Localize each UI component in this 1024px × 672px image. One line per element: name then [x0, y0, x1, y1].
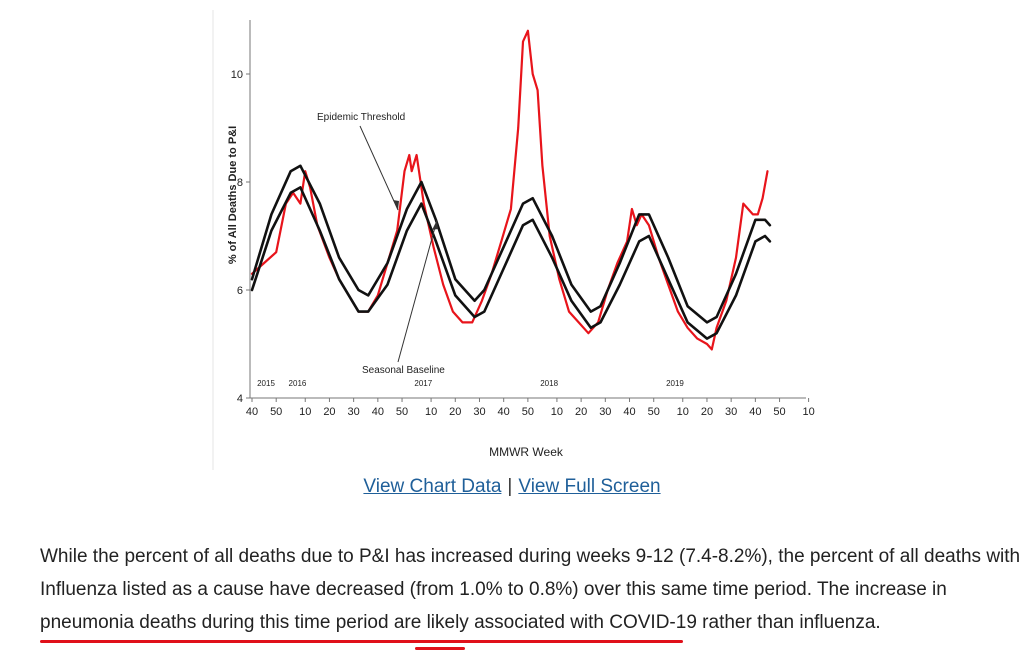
y-tick-label: 6 [237, 285, 243, 297]
paragraph-line-3: pneumonia deaths during this time period… [40, 606, 1000, 639]
y-tick-label: 10 [231, 69, 243, 81]
epidemic-threshold-arrowhead [393, 200, 399, 210]
x-tick-label: 50 [270, 406, 282, 418]
x-tick-label: 50 [522, 406, 534, 418]
chart-links: View Chart Data | View Full Screen [0, 476, 1024, 498]
x-tick-label: 30 [599, 406, 611, 418]
seasonal-baseline-line [250, 186, 772, 340]
x-tick-label: 40 [749, 406, 761, 418]
series-group [250, 29, 772, 351]
pi-percentage-line [250, 29, 769, 351]
x-tick-label: 20 [323, 406, 335, 418]
paragraph-underlined-text: pneumonia deaths during this time period… [40, 612, 697, 633]
x-tick-label: 20 [701, 406, 713, 418]
chart-frame [212, 10, 806, 470]
link-separator: | [507, 476, 513, 497]
x-tick-label: 30 [725, 406, 737, 418]
paragraph-line-1: While the percent of all deaths due to P… [40, 546, 1021, 567]
x-tick-label: 40 [372, 406, 384, 418]
y-tick-label: 8 [237, 177, 243, 189]
x-tick-label: 50 [396, 406, 408, 418]
summary-paragraph: While the percent of all deaths due to P… [40, 540, 1021, 639]
y-axis-title: % of All Deaths Due to P&I [227, 126, 239, 264]
y-tick-label: 4 [237, 393, 243, 405]
x-tick-label: 40 [623, 406, 635, 418]
view-chart-data-link[interactable]: View Chart Data [363, 476, 502, 497]
x-tick-label: 30 [348, 406, 360, 418]
paragraph-line-3-end: rather than influenza. [696, 612, 881, 633]
x-tick-label: 20 [449, 406, 461, 418]
x-tick-label: 10 [425, 406, 437, 418]
red-underline-mark [415, 647, 465, 650]
x-tick-label: 10 [299, 406, 311, 418]
x-axis-title: MMWR Week [489, 445, 564, 459]
epidemic-threshold-pointer [359, 125, 399, 211]
seasonal-baseline-pointer [397, 219, 438, 363]
year-label: 2015 [257, 379, 275, 388]
seasonal-baseline-arrowhead [432, 220, 438, 230]
seasonal-baseline-label: Seasonal Baseline [362, 365, 445, 376]
y-axis-ticks: 4 6 8 10 [231, 69, 250, 405]
epidemic-threshold-label: Epidemic Threshold [317, 112, 405, 123]
x-tick-label: 20 [575, 406, 587, 418]
red-underline [40, 640, 683, 643]
x-tick-label: 40 [246, 406, 258, 418]
x-axis-ticks: 40 50 10 20 30 40 50 10 20 30 40 50 10 20 30 40 50 10 20 30… [246, 398, 815, 418]
x-tick-label: 10 [551, 406, 563, 418]
x-tick-label: 30 [473, 406, 485, 418]
x-tick-label: 10 [802, 406, 814, 418]
x-tick-label: 50 [773, 406, 785, 418]
view-full-screen-link[interactable]: View Full Screen [518, 476, 661, 497]
year-label: 2018 [540, 379, 558, 388]
pi-mortality-chart: 4 6 8 10 40 50 10 20 30 40 50 10 20 30 40 50 10 20 30 40 50… [212, 10, 815, 470]
paragraph-line-2: Influenza listed as a cause have decreas… [40, 579, 947, 600]
year-label: 2016 [289, 379, 307, 388]
epidemic-threshold-line [250, 164, 772, 324]
x-tick-label: 40 [498, 406, 510, 418]
year-labels: 2015 2016 2017 2018 2019 [257, 379, 684, 388]
annotations: Epidemic Threshold Seasonal Baseline [317, 112, 445, 376]
x-tick-label: 50 [648, 406, 660, 418]
x-tick-label: 10 [677, 406, 689, 418]
year-label: 2017 [414, 379, 432, 388]
year-label: 2019 [666, 379, 684, 388]
